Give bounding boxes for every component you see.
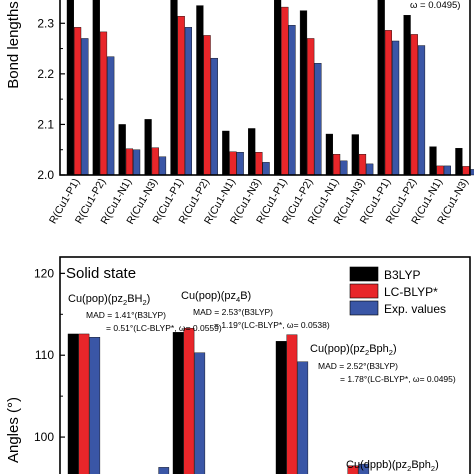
mad-b3lyp-0: MAD = 1.41°(B3LYP) — [86, 310, 166, 320]
angle-bars — [67, 328, 370, 474]
bar-lcblyp-3 — [151, 147, 159, 176]
mad-b3lyp-2: MAD = 2.52°(B3LYP) — [318, 361, 398, 371]
bar-b3lyp-4 — [170, 0, 178, 176]
bar-lcblyp-13 — [410, 34, 418, 176]
mad-lcblyp-1: = 1.19°(LC-BLYP*, ω= 0.0538) — [214, 320, 330, 330]
legend-swatch-exp — [349, 300, 379, 316]
bar-lcblyp-1 — [99, 31, 108, 176]
angle-bar-exp-0 — [89, 337, 101, 474]
compound-label-2: Cu(pop)(pz2Bph2) — [310, 343, 397, 357]
bar-lcblyp-6 — [229, 151, 237, 176]
bar-exp-12 — [392, 40, 400, 176]
angle-bar-lcblyp-0 — [78, 333, 90, 474]
bar-lcblyp-7 — [255, 152, 263, 176]
legend: B3LYP LC-BLYP* Exp. values — [349, 266, 446, 316]
legend-swatch-b3lyp — [349, 266, 379, 282]
bar-lcblyp-14 — [436, 165, 444, 176]
bar-exp-4 — [184, 27, 193, 176]
bar-lcblyp-10 — [333, 154, 341, 176]
angle-bar-b3lyp-4 — [275, 341, 287, 474]
bar-b3lyp-3 — [144, 119, 152, 176]
legend-label-lcblyp: LC-BLYP* — [384, 285, 438, 299]
bar-b3lyp-14 — [429, 146, 437, 176]
bar-lcblyp-5 — [203, 35, 211, 176]
bar-b3lyp-7 — [248, 128, 256, 176]
bar-exp-2 — [132, 149, 141, 176]
angle-bar-exp-4 — [297, 361, 309, 474]
angle-y-tick-label-1: 110 — [35, 348, 54, 362]
legend-label-exp: Exp. values — [384, 302, 446, 316]
y-tick-label-2: 2.2 — [37, 67, 54, 81]
mad-lcblyp-2: = 1.78°(LC-BLYP*, ω= 0.0495) — [340, 374, 456, 384]
bar-b3lyp-0 — [66, 0, 75, 176]
bar-exp-1 — [107, 56, 115, 176]
angle-bar-exp-2 — [194, 352, 206, 474]
bar-lcblyp-11 — [358, 154, 367, 176]
angle-bar-b3lyp-2 — [172, 332, 184, 474]
bar-b3lyp-10 — [325, 133, 334, 176]
y-tick-label-0: 2.0 — [37, 168, 54, 182]
bar-b3lyp-12 — [377, 0, 385, 176]
bar-lcblyp-4 — [177, 16, 185, 176]
angle-chart: 100 110 120 Angles (°) Solid state B3LYP LC… — [5, 256, 471, 474]
bar-b3lyp-1 — [92, 0, 100, 176]
bar-exp-8 — [288, 25, 296, 176]
y-tick-label-1: 2.1 — [37, 117, 54, 131]
bond-length-chart: 2.0 2.1 2.2 2.3 R(Cu1-P1)R(Cu1-P2)R(Cu1-N1)… — [5, 0, 474, 226]
chart-title: Solid state — [66, 265, 136, 282]
bar-lcblyp-0 — [73, 27, 82, 176]
bond-length-y-axis-title: Bond lengths — [5, 1, 22, 89]
bar-exp-0 — [81, 38, 89, 176]
compound-label-1: Cu(pop)(pz4B) — [181, 290, 251, 304]
bar-lcblyp-2 — [125, 148, 134, 176]
compound-label-0: Cu(pop)(pz2BH2) — [68, 293, 150, 307]
angle-y-axis-title: Angles (°) — [5, 397, 22, 463]
bond-length-y-axis: 2.0 2.1 2.2 2.3 — [37, 16, 65, 182]
bar-exp-11 — [366, 163, 374, 176]
angle-y-axis: 100 110 120 — [34, 266, 65, 444]
y-tick-label-3: 2.3 — [37, 16, 54, 30]
angle-bar-b3lyp-0 — [67, 333, 79, 474]
bar-exp-6 — [236, 152, 244, 176]
bar-exp-3 — [158, 156, 167, 176]
angle-plot-frame — [59, 256, 471, 474]
bond-length-plot-frame — [59, 0, 471, 176]
angle-bar-exp-1 — [158, 467, 170, 474]
bond-length-x-axis: R(Cu1-P1)R(Cu1-P2)R(Cu1-N1)R(Cu1-N3)R(Cu… — [47, 176, 471, 226]
bar-b3lyp-11 — [351, 134, 359, 176]
legend-label-b3lyp: B3LYP — [384, 268, 420, 282]
compound-label-3: Cu(dppb)(pz2Bph2) — [346, 459, 439, 473]
angle-bar-lcblyp-4 — [286, 334, 298, 474]
omega-annotation-fragment: ω = 0.0495) — [410, 0, 460, 11]
bar-exp-10 — [340, 160, 348, 176]
compound-annotations: Cu(pop)(pz2BH2) MAD = 1.41°(B3LYP) = 0.51°… — [68, 290, 456, 473]
bar-exp-7 — [262, 162, 270, 176]
angle-y-tick-label-0: 100 — [34, 430, 54, 444]
angle-bar-lcblyp-5 — [347, 465, 359, 474]
mad-lcblyp-0: = 0.51°(LC-BLYP*, ω= 0.0559) — [106, 323, 222, 333]
bar-b3lyp-15 — [455, 147, 463, 176]
bar-lcblyp-8 — [281, 6, 289, 176]
legend-swatch-lcblyp — [349, 283, 379, 299]
angle-y-tick-label-2: 120 — [34, 266, 54, 280]
bar-b3lyp-13 — [403, 14, 411, 176]
bar-lcblyp-9 — [307, 38, 315, 176]
angle-bar-exp-5 — [358, 463, 370, 474]
bar-b3lyp-5 — [196, 5, 204, 176]
bar-b3lyp-2 — [118, 124, 126, 176]
bar-b3lyp-6 — [222, 130, 230, 176]
bar-lcblyp-12 — [384, 30, 393, 176]
bar-exp-9 — [314, 63, 322, 176]
bar-b3lyp-8 — [274, 0, 282, 176]
bar-lcblyp-15 — [462, 166, 470, 176]
bond-length-bars — [66, 0, 474, 176]
bar-exp-5 — [210, 57, 218, 176]
angle-bar-lcblyp-2 — [183, 328, 195, 474]
mad-b3lyp-1: MAD = 2.53°(B3LYP) — [193, 307, 273, 317]
bar-exp-14 — [443, 165, 452, 176]
bar-exp-13 — [417, 45, 426, 176]
bar-b3lyp-9 — [299, 10, 308, 176]
